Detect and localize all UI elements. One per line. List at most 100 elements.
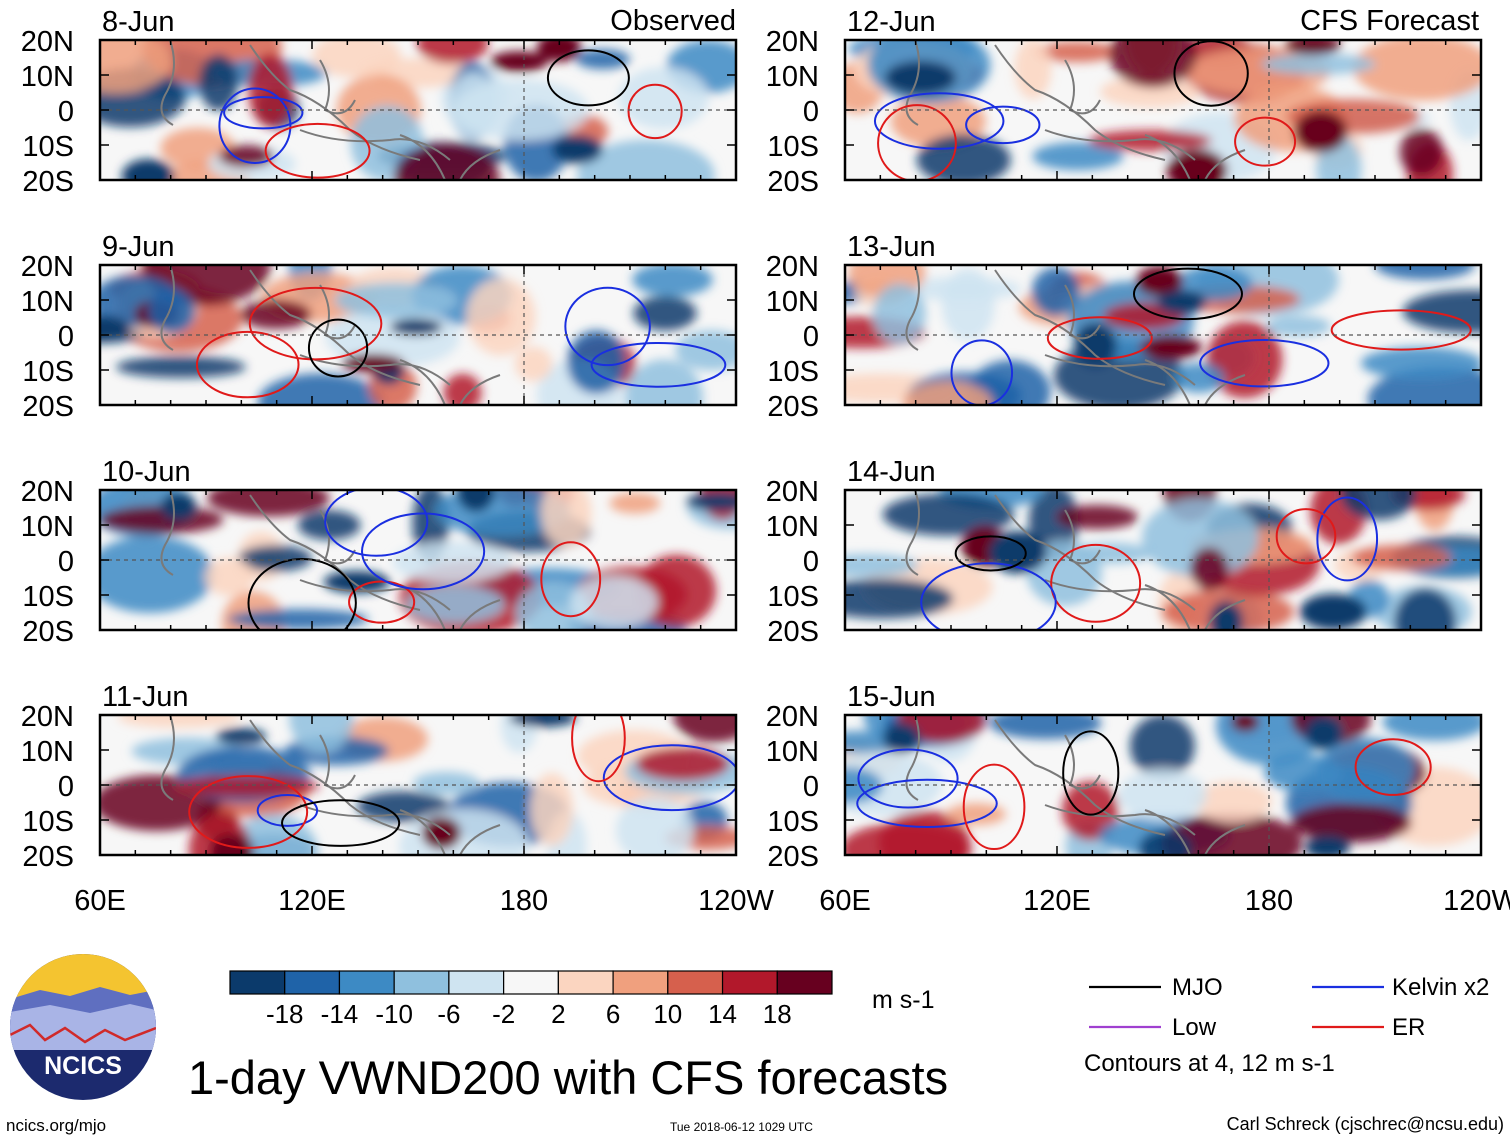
- panel-date-label: 12-Jun: [847, 6, 936, 38]
- panel-date-label: 10-Jun: [102, 456, 191, 488]
- legend-label-low: Low: [1172, 1014, 1217, 1041]
- y-tick-label: 20S: [767, 166, 819, 198]
- colorbar-tick-label: 18: [763, 999, 792, 1029]
- colorbar-swatch: [776, 970, 833, 995]
- y-tick-label: 20N: [766, 251, 819, 283]
- colorbar-swatch: [448, 970, 505, 995]
- colorbar-units: m s-1: [872, 986, 935, 1014]
- y-tick-label: 20S: [22, 166, 74, 198]
- legend-label-kelvin: Kelvin x2: [1392, 974, 1490, 1001]
- panel-date-label: 15-Jun: [847, 681, 936, 713]
- x-tick-label: 120E: [1023, 885, 1091, 917]
- column-title-observed: Observed: [610, 5, 736, 37]
- y-tick-label: 10S: [22, 131, 74, 163]
- x-tick-label: 120W: [698, 885, 774, 917]
- y-tick-label: 10N: [766, 511, 819, 543]
- y-tick-label: 20N: [766, 26, 819, 58]
- y-tick-label: 0: [803, 96, 819, 128]
- y-tick-label: 10S: [767, 581, 819, 613]
- y-tick-label: 0: [803, 771, 819, 803]
- colorbar-tick-label: -6: [437, 999, 460, 1029]
- y-tick-label: 10N: [766, 61, 819, 93]
- panel-date-label: 13-Jun: [847, 231, 936, 263]
- x-tick-label: 60E: [74, 885, 126, 917]
- colorbar-tick-label: -2: [492, 999, 515, 1029]
- colorbar-swatch: [667, 970, 724, 995]
- y-tick-label: 10N: [766, 736, 819, 768]
- x-tick-label: 180: [500, 885, 548, 917]
- y-tick-label: 20N: [21, 251, 74, 283]
- colorbar-swatch: [503, 970, 559, 995]
- colorbar-swatch: [721, 970, 778, 995]
- y-tick-label: 20S: [767, 391, 819, 423]
- x-tick-label: 120W: [1443, 885, 1510, 917]
- ncics-logo: NCICS: [10, 954, 156, 1100]
- colorbar-swatch: [557, 970, 614, 995]
- y-tick-label: 20N: [766, 476, 819, 508]
- contour-note: Contours at 4, 12 m s-1: [1084, 1050, 1335, 1077]
- y-tick-label: 0: [803, 546, 819, 578]
- colorbar-tick-label: -10: [375, 999, 413, 1029]
- y-tick-label: 20S: [22, 616, 74, 648]
- colorbar-tick-label: 10: [653, 999, 682, 1029]
- x-tick-label: 60E: [819, 885, 871, 917]
- y-tick-label: 20S: [22, 841, 74, 873]
- y-tick-label: 0: [58, 546, 74, 578]
- colorbar-tick-label: 6: [606, 999, 620, 1029]
- y-tick-label: 10N: [21, 286, 74, 318]
- colorbar-tick-label: -14: [321, 999, 359, 1029]
- x-tick-label: 180: [1245, 885, 1293, 917]
- y-tick-label: 10N: [21, 511, 74, 543]
- y-tick-label: 10S: [767, 806, 819, 838]
- y-tick-label: 20S: [767, 841, 819, 873]
- panel-date-label: 8-Jun: [102, 6, 175, 38]
- y-tick-label: 10S: [767, 356, 819, 388]
- y-tick-label: 20S: [767, 616, 819, 648]
- logo-text: NCICS: [44, 1052, 122, 1080]
- y-tick-label: 10S: [767, 131, 819, 163]
- y-tick-label: 20S: [22, 391, 74, 423]
- y-tick-label: 0: [58, 771, 74, 803]
- y-tick-label: 10N: [21, 736, 74, 768]
- y-tick-label: 20N: [766, 701, 819, 733]
- source-url: ncics.org/mjo: [6, 1116, 107, 1135]
- legend-label-mjo: MJO: [1172, 974, 1223, 1001]
- timestamp: Tue 2018-06-12 1029 UTC: [670, 1120, 813, 1134]
- y-tick-label: 0: [58, 321, 74, 353]
- y-tick-label: 20N: [21, 701, 74, 733]
- colorbar-swatch: [338, 970, 395, 995]
- colorbar-swatch: [393, 970, 450, 995]
- colorbar-swatch: [229, 970, 286, 995]
- x-tick-label: 120E: [278, 885, 346, 917]
- y-tick-label: 10S: [22, 581, 74, 613]
- colorbar: -18 -14 -10 -6 -2 2 6 10 14 18: [229, 970, 833, 1029]
- colorbar-swatch: [284, 970, 341, 995]
- figure-title: 1-day VWND200 with CFS forecasts: [188, 1051, 949, 1104]
- colorbar-tick-label: -18: [266, 999, 304, 1029]
- y-tick-label: 10S: [22, 806, 74, 838]
- y-tick-label: 10N: [766, 286, 819, 318]
- author-credit: Carl Schreck (cjschrec@ncsu.edu): [1226, 1114, 1504, 1134]
- y-tick-label: 20N: [21, 476, 74, 508]
- colorbar-swatch: [612, 970, 669, 995]
- colorbar-tick-label: 2: [551, 999, 565, 1029]
- y-tick-label: 10N: [21, 61, 74, 93]
- panel-date-label: 9-Jun: [102, 231, 175, 263]
- y-tick-label: 20N: [21, 26, 74, 58]
- panel-date-label: 11-Jun: [102, 681, 189, 713]
- y-tick-label: 0: [803, 321, 819, 353]
- y-tick-label: 0: [58, 96, 74, 128]
- legend-label-er: ER: [1392, 1014, 1426, 1041]
- panel-date-label: 14-Jun: [847, 456, 936, 488]
- column-title-forecast: CFS Forecast: [1300, 5, 1479, 37]
- y-tick-label: 10S: [22, 356, 74, 388]
